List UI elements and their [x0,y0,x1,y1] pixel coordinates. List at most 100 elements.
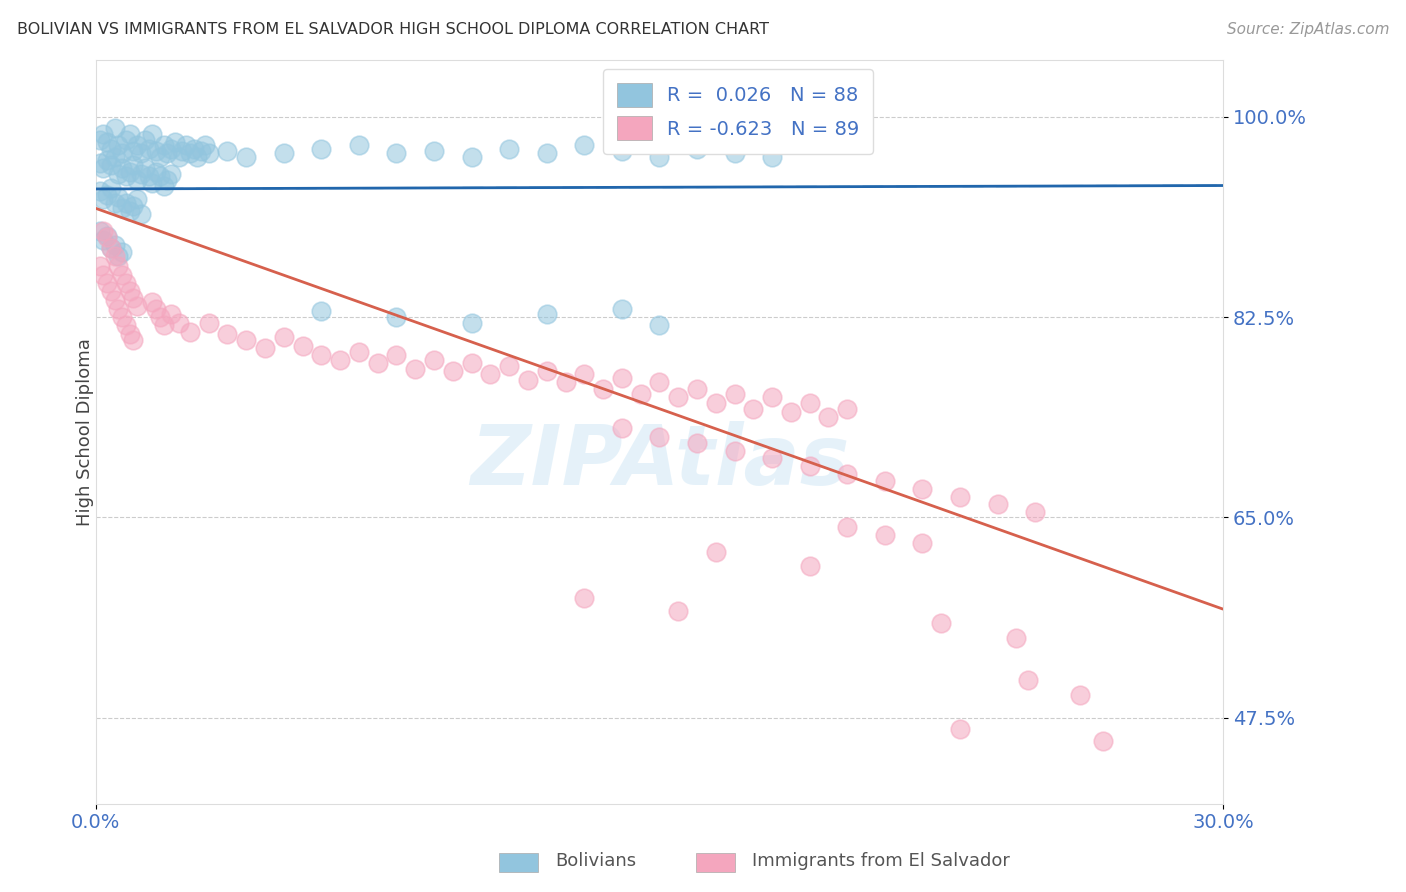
Point [367,356,389,370]
Point [742,401,765,416]
Point [152,138,174,153]
Point [118,203,141,218]
Point [152,178,174,193]
Point [273,329,295,343]
Point [837,519,859,533]
Point [1005,631,1028,645]
Point [723,444,745,458]
Point [122,333,145,347]
Text: BOLIVIAN VS IMMIGRANTS FROM EL SALVADOR HIGH SCHOOL DIPLOMA CORRELATION CHART: BOLIVIAN VS IMMIGRANTS FROM EL SALVADOR … [17,22,769,37]
Point [167,316,190,330]
Point [100,142,122,156]
Text: Source: ZipAtlas.com: Source: ZipAtlas.com [1226,22,1389,37]
Point [111,146,134,161]
Point [107,190,129,204]
Point [145,302,167,317]
Point [761,450,783,465]
Point [423,352,446,367]
Point [385,310,408,325]
Point [311,348,333,362]
Point [179,146,201,161]
Point [799,558,821,573]
Point [104,293,127,307]
Point [89,224,111,238]
Point [235,333,257,347]
Point [134,161,156,176]
Point [686,382,709,396]
Point [93,192,115,206]
Point [404,361,426,376]
Point [385,348,408,362]
Point [610,421,633,435]
Point [111,202,134,216]
Point [93,127,115,141]
Point [460,316,482,330]
Point [122,158,145,172]
Point [574,591,596,605]
Point [648,318,671,333]
Point [1069,688,1091,702]
Point [96,187,118,202]
Point [104,238,127,252]
Point [111,161,134,176]
Point [127,138,149,153]
Point [873,474,896,488]
Point [536,146,558,161]
Point [138,142,160,156]
Point [610,371,633,385]
Point [761,150,783,164]
Point [104,250,127,264]
Point [100,158,122,172]
Point [311,304,333,318]
Point [138,169,160,184]
Point [160,142,183,156]
Point [648,376,671,390]
Point [460,150,482,164]
Point [100,242,122,256]
Point [149,169,172,184]
Point [329,352,352,367]
Point [156,146,179,161]
Point [347,344,370,359]
Point [1017,673,1039,687]
Point [107,259,129,273]
Point [115,276,138,290]
Point [190,144,212,158]
Point [723,146,745,161]
Point [186,150,208,164]
Point [104,121,127,136]
Point [111,268,134,282]
Text: ZIPAtlas: ZIPAtlas [470,421,849,502]
Point [949,723,972,737]
Point [174,138,197,153]
Point [610,144,633,158]
Point [115,133,138,147]
Point [129,167,152,181]
Y-axis label: High School Diploma: High School Diploma [76,338,94,525]
Point [194,138,217,153]
Point [648,150,671,164]
Point [986,497,1008,511]
Point [107,250,129,264]
Point [89,259,111,273]
Point [129,207,152,221]
Point [107,302,129,317]
Point [115,195,138,210]
Point [516,373,538,387]
Point [837,401,859,416]
Point [122,199,145,213]
Point [479,368,502,382]
Point [183,142,205,156]
Point [145,165,167,179]
Point [118,327,141,342]
Point [554,376,576,390]
Point [179,325,201,339]
Point [311,142,333,156]
Point [686,142,709,156]
Point [118,127,141,141]
Point [704,396,727,410]
Point [100,181,122,195]
Point [96,153,118,168]
Point [592,382,614,396]
Point [104,195,127,210]
